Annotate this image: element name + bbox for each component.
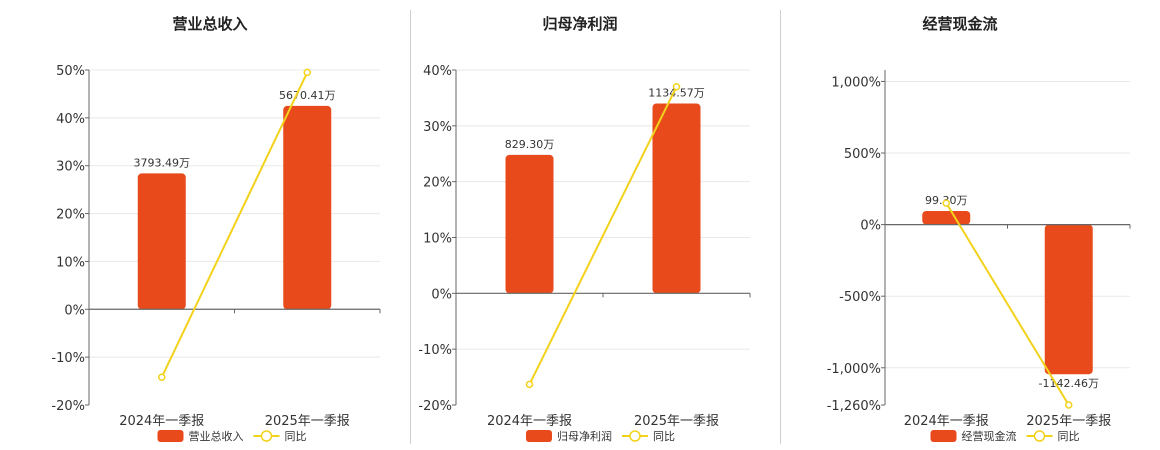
legend-bar-swatch (930, 430, 957, 442)
legend-bar-label: 经营现金流 (962, 429, 1017, 443)
divider-2 (780, 10, 781, 444)
bar (1044, 224, 1093, 375)
legend-bar-label: 归母净利润 (557, 429, 612, 443)
bar-value-label: -1142.46万 (1039, 377, 1099, 390)
chart-title: 营业总收入 (172, 15, 247, 33)
y-tick-label: 1,000% (831, 75, 881, 90)
chart-title: 经营现金流 (922, 15, 997, 33)
legend-bar-swatch (526, 430, 552, 442)
y-tick-label: -1,260% (827, 399, 881, 414)
legend-line-marker (629, 430, 641, 442)
chart-3: 经营现金流-1,260%-1,000%-500%0%500%1,000%99.3… (827, 15, 1131, 443)
bar-value-label: 5670.41万 (279, 89, 336, 102)
y-tick-label: -20% (51, 399, 85, 414)
legend-bar-label: 营业总收入 (189, 429, 244, 443)
bar (283, 105, 332, 310)
legend-line-marker (260, 430, 273, 442)
yoy-point (672, 83, 681, 91)
yoy-point (158, 373, 166, 381)
y-tick-label: 50% (56, 64, 85, 79)
bar-value-label: 829.30万 (505, 138, 555, 151)
bar-value-label: 3793.49万 (134, 156, 191, 169)
x-category-label: 2025年一季报 (634, 414, 719, 429)
legend-line-label: 同比 (653, 430, 675, 443)
bar (505, 154, 554, 294)
bar-value-label: 1134.57万 (648, 87, 705, 100)
y-tick-label: -1,000% (827, 362, 881, 377)
x-category-label: 2025年一季报 (1026, 414, 1111, 429)
yoy-point (1065, 401, 1073, 409)
y-tick-label: -500% (839, 290, 881, 305)
y-tick-label: 20% (423, 176, 452, 191)
y-tick-label: 40% (56, 112, 85, 127)
x-category-label: 2025年一季报 (265, 414, 350, 429)
x-category-label: 2024年一季报 (904, 414, 989, 429)
y-tick-label: 0% (860, 219, 881, 234)
y-tick-label: 40% (423, 64, 452, 79)
bar (922, 211, 971, 225)
y-tick-label: -10% (418, 343, 452, 358)
y-tick-label: 30% (423, 120, 452, 135)
divider-1 (410, 10, 411, 444)
yoy-point (942, 199, 950, 207)
yoy-line (945, 202, 1070, 406)
chart-title: 归母净利润 (542, 15, 617, 33)
y-tick-label: 10% (423, 232, 452, 247)
y-tick-label: 30% (56, 160, 85, 175)
chart-2: 归母净利润 -20% -10% 0% 10% 20% 30% 40% 829.30万 1134.5… (418, 15, 751, 443)
yoy-line (160, 71, 309, 378)
legend-line-label: 同比 (285, 430, 307, 443)
y-tick-label: 0% (64, 303, 85, 318)
y-tick-label: 0% (431, 287, 452, 302)
legend-bar-swatch (157, 430, 184, 442)
x-category-label: 2024年一季报 (487, 414, 572, 429)
chart-1: 营业总收入 -20% -10% 0% 10% 20% 30% 40% 50% 3793.49万 56… (51, 15, 381, 443)
legend-line-label: 同比 (1058, 430, 1080, 443)
yoy-point (525, 380, 534, 389)
y-tick-label: 10% (56, 255, 85, 270)
x-category-label: 2024年一季报 (119, 414, 204, 429)
yoy-line (528, 86, 678, 385)
y-tick-label: 500% (844, 147, 881, 162)
yoy-point (303, 68, 311, 77)
y-tick-label: -10% (51, 351, 85, 366)
legend-line-marker (1033, 430, 1046, 442)
y-tick-label: 20% (56, 208, 85, 223)
y-tick-label: -20% (418, 399, 452, 414)
bar (652, 103, 701, 294)
bar (137, 173, 186, 310)
